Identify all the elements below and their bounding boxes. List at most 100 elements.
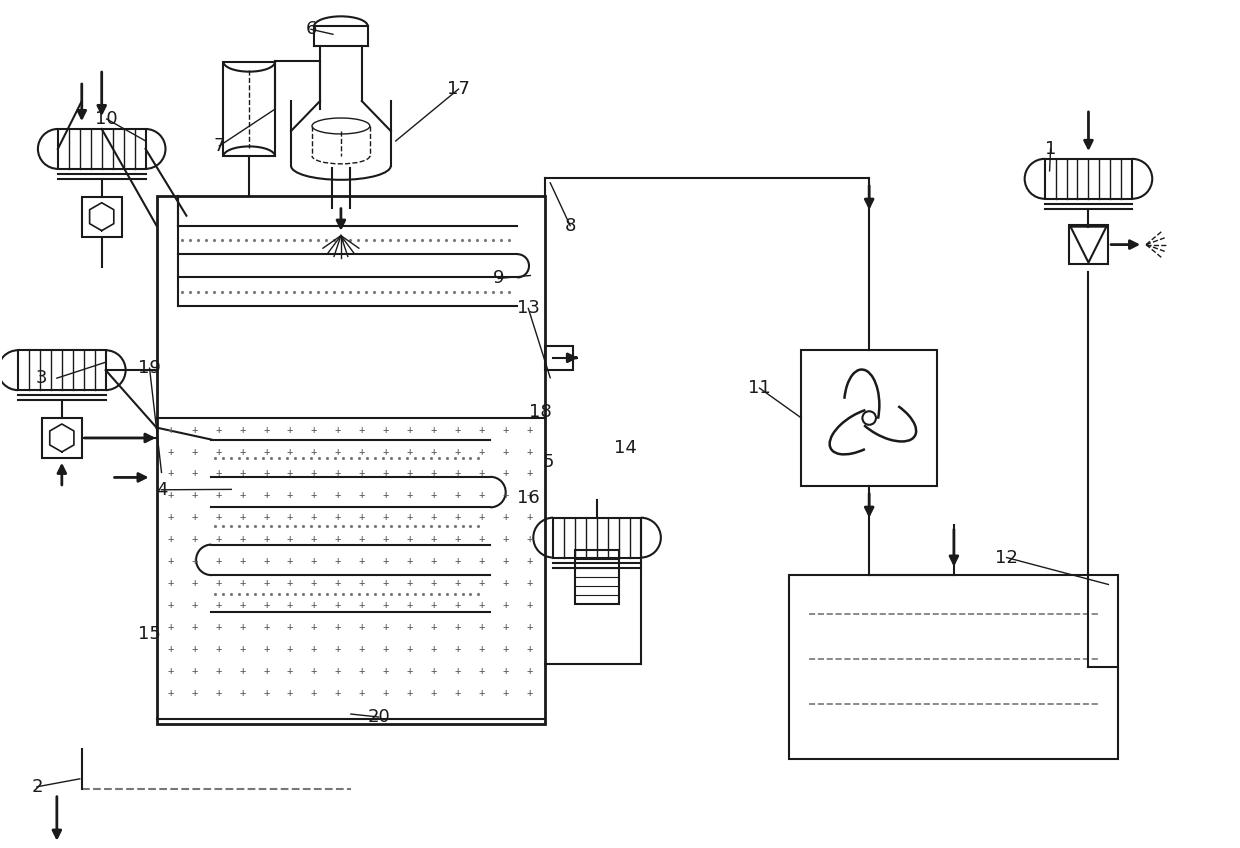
Text: +: + bbox=[526, 534, 532, 544]
Text: +: + bbox=[479, 447, 485, 456]
Text: +: + bbox=[407, 425, 413, 434]
Text: 3: 3 bbox=[36, 369, 47, 388]
Bar bbox=[82, 197, 122, 237]
Text: +: + bbox=[191, 644, 197, 654]
Bar bbox=[546, 346, 573, 370]
Text: +: + bbox=[430, 512, 436, 522]
Text: +: + bbox=[358, 490, 365, 500]
Text: +: + bbox=[335, 622, 341, 632]
Bar bbox=[790, 574, 1118, 759]
Text: +: + bbox=[454, 644, 460, 654]
Text: +: + bbox=[479, 644, 485, 654]
Text: +: + bbox=[358, 556, 365, 566]
Text: +: + bbox=[479, 556, 485, 566]
Text: +: + bbox=[286, 578, 293, 588]
Text: +: + bbox=[407, 490, 413, 500]
Text: +: + bbox=[286, 490, 293, 500]
Text: +: + bbox=[526, 512, 532, 522]
Text: +: + bbox=[383, 578, 389, 588]
Bar bbox=[223, 62, 275, 156]
Text: +: + bbox=[263, 468, 269, 478]
Text: +: + bbox=[358, 425, 365, 434]
Bar bbox=[17, 350, 105, 390]
Text: +: + bbox=[526, 556, 532, 566]
Text: +: + bbox=[502, 622, 508, 632]
Text: +: + bbox=[502, 600, 508, 610]
Text: +: + bbox=[383, 425, 389, 434]
Text: 6: 6 bbox=[305, 20, 316, 38]
Text: +: + bbox=[167, 556, 174, 566]
Text: +: + bbox=[358, 688, 365, 698]
Text: +: + bbox=[335, 534, 341, 544]
Text: +: + bbox=[335, 578, 341, 588]
Text: +: + bbox=[263, 578, 269, 588]
Text: +: + bbox=[263, 600, 269, 610]
Text: 8: 8 bbox=[564, 216, 575, 235]
Text: +: + bbox=[358, 644, 365, 654]
Text: +: + bbox=[526, 578, 532, 588]
Text: +: + bbox=[167, 622, 174, 632]
Text: +: + bbox=[239, 578, 246, 588]
Text: 19: 19 bbox=[138, 360, 161, 377]
Text: +: + bbox=[502, 425, 508, 434]
Text: +: + bbox=[358, 600, 365, 610]
Text: +: + bbox=[383, 534, 389, 544]
Text: +: + bbox=[263, 512, 269, 522]
Text: +: + bbox=[479, 578, 485, 588]
Text: +: + bbox=[191, 688, 197, 698]
Text: +: + bbox=[430, 556, 436, 566]
Text: +: + bbox=[407, 512, 413, 522]
Text: +: + bbox=[454, 666, 460, 676]
Text: +: + bbox=[311, 490, 317, 500]
Text: +: + bbox=[479, 534, 485, 544]
Text: +: + bbox=[454, 600, 460, 610]
Text: 11: 11 bbox=[748, 379, 771, 397]
Text: +: + bbox=[479, 688, 485, 698]
Text: +: + bbox=[407, 622, 413, 632]
Text: +: + bbox=[286, 512, 293, 522]
Text: +: + bbox=[191, 622, 197, 632]
Text: +: + bbox=[263, 447, 269, 456]
Text: +: + bbox=[263, 666, 269, 676]
Text: +: + bbox=[216, 578, 222, 588]
Text: 14: 14 bbox=[614, 439, 636, 457]
Text: +: + bbox=[311, 512, 317, 522]
Text: +: + bbox=[479, 622, 485, 632]
Text: +: + bbox=[335, 600, 341, 610]
Text: +: + bbox=[239, 512, 246, 522]
Text: +: + bbox=[191, 578, 197, 588]
Text: +: + bbox=[502, 534, 508, 544]
Text: +: + bbox=[407, 688, 413, 698]
Text: +: + bbox=[430, 578, 436, 588]
Text: +: + bbox=[430, 644, 436, 654]
Text: +: + bbox=[167, 666, 174, 676]
Text: +: + bbox=[311, 534, 317, 544]
Text: +: + bbox=[526, 644, 532, 654]
Text: +: + bbox=[311, 556, 317, 566]
Text: +: + bbox=[407, 666, 413, 676]
Text: +: + bbox=[335, 490, 341, 500]
Text: +: + bbox=[191, 600, 197, 610]
Text: +: + bbox=[216, 490, 222, 500]
Text: +: + bbox=[383, 666, 389, 676]
Bar bbox=[575, 550, 619, 605]
Text: +: + bbox=[407, 578, 413, 588]
Text: +: + bbox=[383, 644, 389, 654]
Text: +: + bbox=[454, 688, 460, 698]
Text: +: + bbox=[526, 622, 532, 632]
Text: +: + bbox=[479, 468, 485, 478]
Text: +: + bbox=[286, 622, 293, 632]
Text: +: + bbox=[311, 447, 317, 456]
Text: +: + bbox=[239, 556, 246, 566]
Text: +: + bbox=[502, 468, 508, 478]
Text: 1: 1 bbox=[1045, 140, 1056, 158]
Text: +: + bbox=[216, 512, 222, 522]
Text: +: + bbox=[430, 688, 436, 698]
Text: +: + bbox=[216, 447, 222, 456]
Text: 17: 17 bbox=[448, 80, 470, 98]
Bar bbox=[1069, 225, 1109, 265]
Text: +: + bbox=[311, 578, 317, 588]
Text: +: + bbox=[335, 556, 341, 566]
Text: 12: 12 bbox=[996, 549, 1018, 566]
Text: +: + bbox=[286, 666, 293, 676]
